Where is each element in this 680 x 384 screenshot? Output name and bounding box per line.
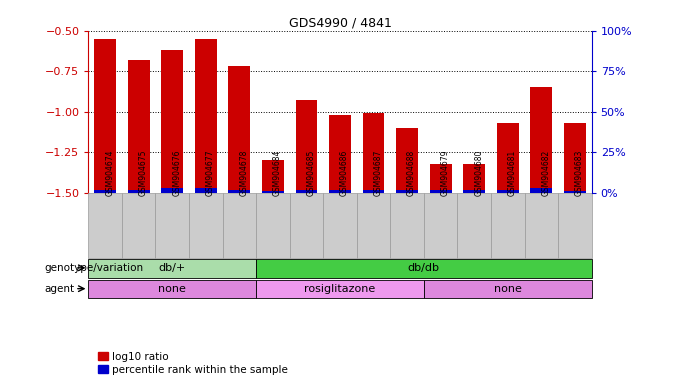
Bar (357, 193, 390, 258)
Text: GSM904677: GSM904677 (206, 150, 215, 196)
Bar (458, 193, 491, 258)
Text: db/db: db/db (408, 263, 440, 273)
Bar (424, 280, 592, 298)
Text: db/+: db/+ (158, 263, 186, 273)
Text: GSM904681: GSM904681 (508, 150, 517, 196)
Bar (95, 190, 116, 193)
Text: GSM904683: GSM904683 (575, 150, 584, 196)
Bar (491, 193, 524, 258)
Bar (329, 190, 351, 193)
Bar (290, 193, 323, 258)
Text: agent: agent (45, 284, 75, 294)
Bar (256, 280, 424, 298)
Bar (524, 193, 558, 258)
Bar (122, 193, 156, 258)
Bar (463, 190, 485, 193)
Bar (296, 101, 318, 193)
Bar (497, 190, 519, 193)
Text: none: none (494, 284, 522, 294)
Bar (362, 113, 384, 193)
Bar (530, 188, 552, 193)
Bar (88, 280, 256, 298)
Bar (256, 193, 290, 258)
Text: none: none (158, 284, 186, 294)
Bar (323, 193, 357, 258)
Bar (558, 193, 592, 258)
Bar (430, 190, 452, 193)
Bar (564, 123, 585, 193)
Bar (564, 191, 585, 193)
Bar (362, 190, 384, 193)
Bar (95, 39, 116, 193)
Bar (256, 259, 592, 278)
Bar (161, 188, 183, 193)
Text: GSM904676: GSM904676 (172, 150, 182, 196)
Bar (195, 188, 217, 193)
Text: GSM904679: GSM904679 (441, 150, 449, 196)
Bar (128, 60, 150, 193)
Text: GSM904685: GSM904685 (307, 150, 316, 196)
Bar (228, 190, 250, 193)
Bar (189, 193, 222, 258)
Bar (396, 128, 418, 193)
Bar (390, 193, 424, 258)
Bar (195, 39, 217, 193)
Text: rosiglitazone: rosiglitazone (305, 284, 375, 294)
Bar (424, 193, 458, 258)
Text: genotype/variation: genotype/variation (45, 263, 144, 273)
Bar (329, 115, 351, 193)
Bar (430, 164, 452, 193)
Bar (128, 190, 150, 193)
Bar (530, 88, 552, 193)
Bar (262, 161, 284, 193)
Bar (396, 190, 418, 193)
Bar (296, 190, 318, 193)
Text: GSM904682: GSM904682 (541, 150, 550, 196)
Bar (88, 259, 256, 278)
Bar (497, 123, 519, 193)
Title: GDS4990 / 4841: GDS4990 / 4841 (288, 17, 392, 30)
Text: GSM904674: GSM904674 (105, 150, 114, 196)
Bar (228, 66, 250, 193)
Legend: log10 ratio, percentile rank within the sample: log10 ratio, percentile rank within the … (94, 348, 292, 379)
Text: GSM904688: GSM904688 (407, 150, 416, 196)
Text: GSM904684: GSM904684 (273, 150, 282, 196)
Text: GSM904678: GSM904678 (239, 150, 248, 196)
Text: GSM904675: GSM904675 (139, 150, 148, 196)
Bar (463, 164, 485, 193)
Text: GSM904680: GSM904680 (474, 150, 483, 196)
Bar (262, 191, 284, 193)
Bar (88, 193, 122, 258)
Bar (156, 193, 189, 258)
Text: GSM904686: GSM904686 (340, 150, 349, 196)
Text: GSM904687: GSM904687 (373, 150, 383, 196)
Bar (222, 193, 256, 258)
Bar (161, 50, 183, 193)
